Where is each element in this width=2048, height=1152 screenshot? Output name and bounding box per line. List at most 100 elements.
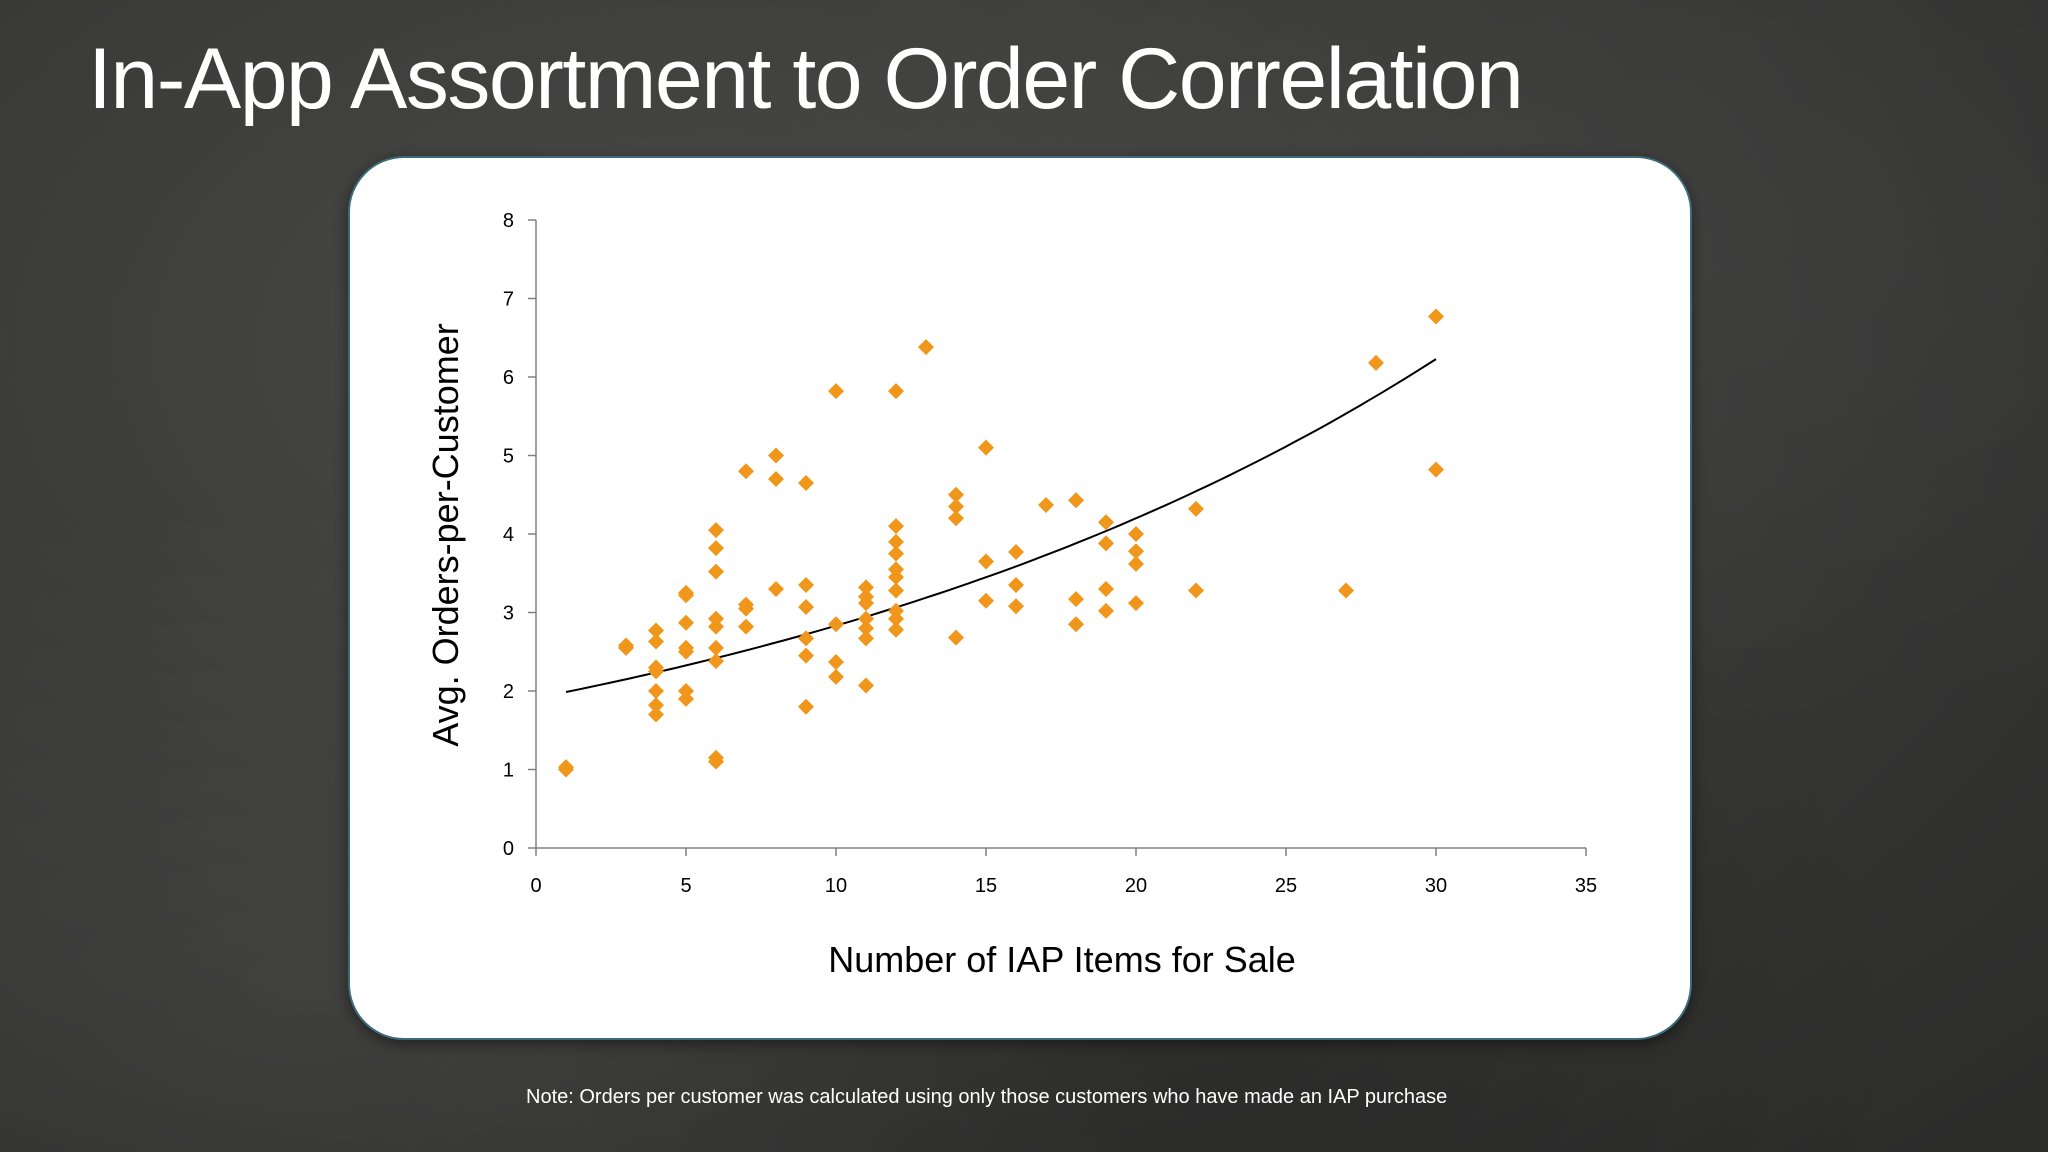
data-point (828, 383, 844, 400)
x-tick-label: 35 (1575, 875, 1597, 897)
data-point (828, 616, 844, 633)
data-point (798, 630, 814, 647)
data-point (948, 498, 964, 515)
trendline-group (565, 358, 1437, 693)
data-point (798, 474, 814, 491)
data-point (828, 653, 844, 670)
data-point (768, 471, 784, 488)
data-point (828, 668, 844, 685)
data-point (738, 618, 754, 635)
data-point (1128, 526, 1144, 542)
data-point (708, 639, 724, 656)
data-point (948, 629, 964, 646)
data-point (978, 439, 994, 456)
data-points (558, 308, 1444, 778)
data-point (888, 621, 904, 638)
data-point (798, 647, 814, 664)
data-point (1098, 514, 1114, 531)
data-point (1428, 308, 1444, 325)
slide-title: In-App Assortment to Order Correlation (88, 31, 1524, 127)
data-point (1008, 544, 1024, 561)
data-point (978, 592, 994, 609)
data-point (678, 643, 694, 660)
data-point (948, 486, 964, 503)
data-point (888, 582, 904, 599)
data-point (858, 630, 874, 647)
data-point (798, 698, 814, 715)
data-point (1098, 535, 1114, 552)
data-point (1128, 543, 1144, 560)
data-point (708, 540, 724, 557)
footnote: Note: Orders per customer was calculated… (526, 1086, 1448, 1108)
data-point (678, 587, 694, 604)
data-point (888, 518, 904, 535)
data-point (1068, 492, 1084, 509)
x-tick-label: 5 (680, 875, 691, 897)
x-tick-label: 10 (825, 875, 847, 897)
y-tick-label: 3 (503, 603, 514, 625)
data-point (708, 563, 724, 580)
data-point (1368, 354, 1384, 371)
data-point (648, 633, 664, 650)
data-point (858, 610, 874, 627)
x-tick-label: 20 (1125, 875, 1147, 897)
data-point (888, 569, 904, 586)
scatter-chart: 0 5 10 15 20 25 30 35 0 1 2 3 4 5 6 7 8 Number of IAP It… (425, 210, 1597, 980)
data-point (918, 339, 934, 356)
data-point (888, 383, 904, 400)
data-point (1188, 582, 1204, 599)
data-point (558, 761, 574, 778)
trendline (565, 358, 1437, 693)
data-point (708, 753, 724, 770)
y-axis-title: Avg. Orders-per-Customer (425, 323, 466, 746)
data-point (738, 463, 754, 480)
data-point (768, 580, 784, 597)
y-tick-label: 6 (503, 367, 514, 389)
data-point (678, 690, 694, 707)
data-point (1098, 580, 1114, 597)
data-point (1128, 555, 1144, 572)
x-tick-label: 25 (1275, 875, 1297, 897)
data-point (618, 639, 634, 656)
x-tick-label: 0 (530, 875, 541, 897)
data-point (708, 653, 724, 670)
data-point (1128, 595, 1144, 612)
x-axis-title: Number of IAP Items for Sale (828, 939, 1296, 980)
axes: 0 5 10 15 20 25 30 35 0 1 2 3 4 5 6 7 8 (503, 210, 1597, 897)
y-tick-label: 4 (503, 524, 514, 546)
data-point (648, 683, 664, 699)
data-point (858, 677, 874, 694)
data-point (708, 522, 724, 539)
y-tick-label: 8 (503, 210, 514, 232)
data-point (1068, 616, 1084, 633)
data-point (648, 663, 664, 680)
y-tick-label: 0 (503, 838, 514, 860)
data-point (648, 706, 664, 723)
x-tick-label: 15 (975, 875, 997, 897)
data-point (888, 610, 904, 627)
data-point (858, 620, 874, 637)
data-point (888, 545, 904, 562)
y-tick-label: 1 (503, 760, 514, 782)
data-point (1188, 500, 1204, 517)
data-point (1098, 602, 1114, 619)
data-point (1068, 591, 1084, 608)
data-point (948, 510, 964, 527)
data-point (738, 600, 754, 617)
data-point (798, 599, 814, 616)
data-point (1338, 582, 1354, 599)
y-tick-label: 7 (503, 289, 514, 311)
data-point (888, 533, 904, 550)
data-point (768, 447, 784, 464)
data-point (858, 579, 874, 596)
data-point (798, 577, 814, 594)
chart-card: 0 5 10 15 20 25 30 35 0 1 2 3 4 5 6 7 8 Number of IAP It… (348, 156, 1692, 1040)
data-point (978, 553, 994, 570)
x-tick-label: 30 (1425, 875, 1447, 897)
data-point (1038, 496, 1054, 513)
data-point (1008, 577, 1024, 594)
data-point (678, 614, 694, 631)
y-tick-label: 2 (503, 681, 514, 703)
data-point (1428, 461, 1444, 478)
data-point (1008, 598, 1024, 615)
